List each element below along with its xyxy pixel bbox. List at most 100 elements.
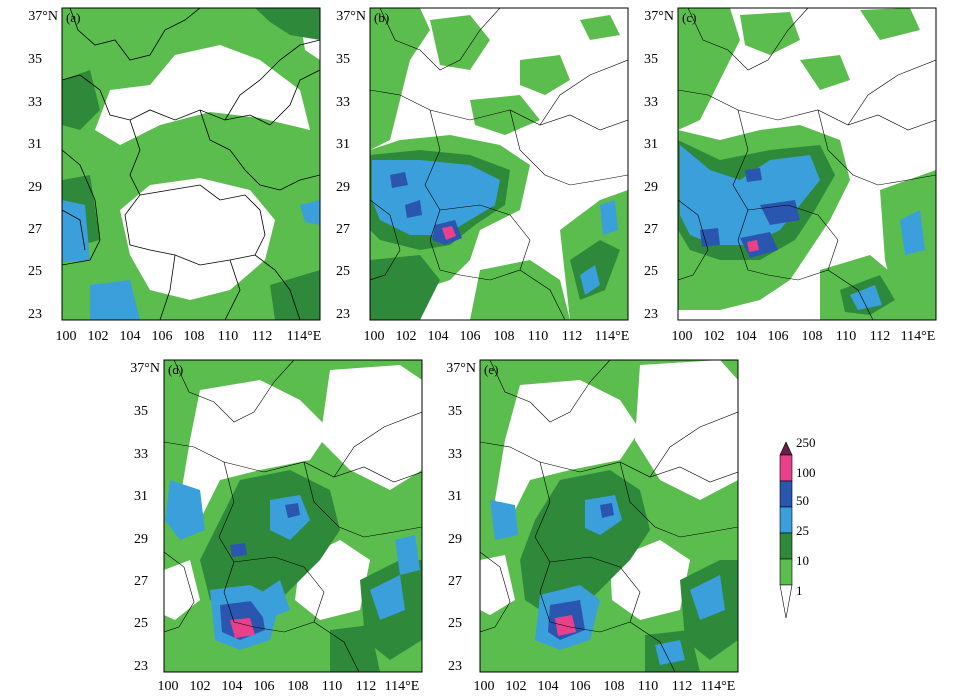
x-tick-e-112: 112 [672,679,692,694]
y-tick-a-29: 29 [28,180,42,195]
x-tick-c-110: 110 [836,329,856,344]
axis-labels-a: 37°N 35 33 31 29 27 25 23 100 102 104 10… [28,9,321,344]
x-tick-c-100: 100 [672,329,693,344]
y-tick-b-23: 23 [336,307,350,322]
y-tick-c-37: 37°N [644,9,674,24]
y-tick-c-33: 33 [644,95,658,110]
panel-a: (a) [61,7,321,321]
legend-label-250: 250 [796,435,816,450]
y-tick-a-37: 37°N [28,9,58,24]
y-tick-a-23: 23 [28,307,42,322]
y-tick-b-29: 29 [336,180,350,195]
y-tick-e-37: 37°N [446,361,476,376]
x-tick-d-102: 102 [190,679,211,694]
x-tick-a-102: 102 [88,329,109,344]
axis-labels-c: 37°N 35 33 31 29 27 25 23 100 102 104 10… [644,9,935,344]
y-tick-c-31: 31 [644,137,658,152]
x-tick-d-108: 108 [288,679,309,694]
x-tick-a-100: 100 [56,329,77,344]
y-tick-e-23: 23 [448,659,462,674]
y-tick-b-25: 25 [336,264,350,279]
y-tick-d-37: 37°N [130,361,160,376]
x-tick-d-110: 110 [322,679,342,694]
x-tick-a-114: 114°E [287,329,322,344]
x-tick-a-110: 110 [218,329,238,344]
y-tick-b-35: 35 [336,52,350,67]
y-tick-a-25: 25 [28,264,42,279]
y-tick-e-27: 27 [448,574,462,589]
panel-e: (e) [479,359,739,673]
y-tick-e-29: 29 [448,532,462,547]
y-tick-e-25: 25 [448,616,462,631]
y-tick-d-23: 23 [134,659,148,674]
panel-label-a: (a) [66,10,80,25]
y-tick-d-35: 35 [134,404,148,419]
colorbar-legend: 250 100 50 25 10 1 [779,435,816,619]
x-tick-c-114: 114°E [901,329,936,344]
y-tick-e-33: 33 [448,447,462,462]
y-tick-c-35: 35 [644,52,658,67]
x-tick-a-106: 106 [152,329,173,344]
y-tick-c-29: 29 [644,180,658,195]
y-tick-d-33: 33 [134,447,148,462]
axis-labels-b: 37°N 35 33 31 29 27 25 23 100 102 104 10… [336,9,629,344]
y-tick-b-31: 31 [336,137,350,152]
panel-b: (b) [369,7,629,321]
legend-label-100: 100 [796,465,816,480]
y-tick-c-25: 25 [644,264,658,279]
y-tick-d-31: 31 [134,489,148,504]
y-tick-b-37: 37°N [336,9,366,24]
x-tick-c-106: 106 [768,329,789,344]
y-tick-a-31: 31 [28,137,42,152]
panel-label-d: (d) [168,362,183,377]
y-tick-a-35: 35 [28,52,42,67]
x-tick-b-104: 104 [428,329,449,344]
x-tick-a-108: 108 [184,329,205,344]
panel-label-c: (c) [682,10,696,25]
x-tick-b-112: 112 [562,329,582,344]
axis-labels-d: 37°N 35 33 31 29 27 25 23 100 102 104 10… [130,361,419,694]
y-tick-b-33: 33 [336,95,350,110]
axis-labels-e: 37°N 35 33 31 29 27 25 23 100 102 104 10… [446,361,735,694]
y-tick-b-27: 27 [336,222,350,237]
legend-label-1: 1 [796,583,803,598]
x-tick-e-114: 114°E [701,679,736,694]
x-tick-c-112: 112 [870,329,890,344]
panel-d: (d) [163,359,423,673]
x-tick-d-104: 104 [222,679,243,694]
panel-label-e: (e) [484,362,498,377]
x-tick-b-106: 106 [460,329,481,344]
y-tick-a-27: 27 [28,222,42,237]
x-tick-e-100: 100 [474,679,495,694]
y-tick-e-31: 31 [448,489,462,504]
x-tick-b-102: 102 [396,329,417,344]
x-tick-c-104: 104 [736,329,757,344]
y-tick-e-35: 35 [448,404,462,419]
y-tick-d-25: 25 [134,616,148,631]
legend-label-10: 10 [796,553,809,568]
x-tick-e-108: 108 [604,679,625,694]
x-tick-e-110: 110 [638,679,658,694]
y-tick-a-33: 33 [28,95,42,110]
x-tick-b-114: 114°E [595,329,630,344]
panel-c: (c) [677,7,937,321]
x-tick-e-104: 104 [538,679,559,694]
x-tick-c-102: 102 [704,329,725,344]
x-tick-c-108: 108 [802,329,823,344]
x-tick-d-106: 106 [254,679,275,694]
y-tick-c-23: 23 [644,307,658,322]
x-tick-b-110: 110 [528,329,548,344]
legend-label-25: 25 [796,523,809,538]
panel-label-b: (b) [374,10,389,25]
x-tick-d-112: 112 [356,679,376,694]
x-tick-e-102: 102 [506,679,527,694]
x-tick-e-106: 106 [570,679,591,694]
x-tick-b-108: 108 [494,329,515,344]
x-tick-d-114: 114°E [385,679,420,694]
x-tick-a-104: 104 [120,329,141,344]
y-tick-c-27: 27 [644,222,658,237]
legend-label-50: 50 [796,493,809,508]
x-tick-b-100: 100 [364,329,385,344]
x-tick-a-112: 112 [252,329,272,344]
